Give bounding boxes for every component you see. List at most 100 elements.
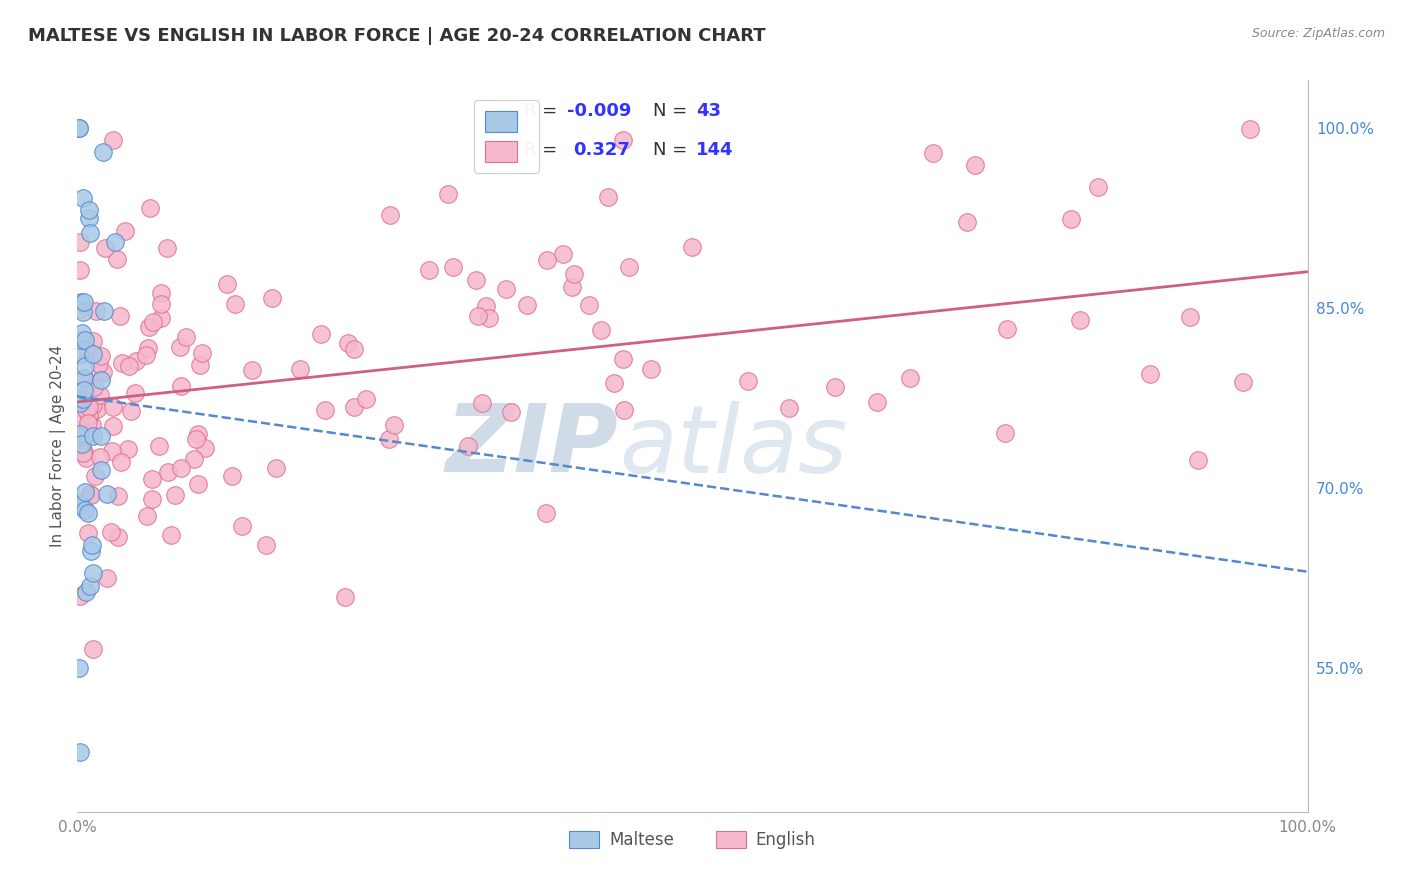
Point [69, 333, 91, 347]
Point [314, 403, 336, 417]
Point [681, 240, 703, 254]
Point [82, 334, 104, 348]
Point [82, 398, 104, 412]
Point [90, 429, 112, 443]
Point [79, 487, 101, 501]
Point [72, 392, 94, 406]
Point [107, 489, 129, 503]
Point [495, 282, 517, 296]
Point [1059, 211, 1081, 226]
Point [67, 391, 90, 405]
Point [75, 584, 97, 599]
Point [437, 186, 460, 201]
Point [69, 498, 91, 512]
Point [69, 411, 91, 425]
Point [117, 442, 139, 456]
Point [70, 294, 93, 309]
Point [994, 426, 1017, 441]
Point [1187, 453, 1209, 467]
Point [70, 437, 93, 451]
Point [79, 202, 101, 217]
Point [160, 528, 183, 542]
Point [80, 488, 103, 502]
Point [69, 497, 91, 511]
Point [101, 400, 124, 414]
Text: R =: R = [524, 141, 562, 159]
Point [333, 591, 356, 605]
Point [778, 401, 800, 416]
Point [79, 226, 101, 240]
Point [72, 295, 94, 310]
Point [69, 497, 91, 511]
Point [613, 403, 636, 417]
Text: -0.009: -0.009 [567, 103, 631, 120]
Point [138, 201, 160, 215]
Point [378, 433, 401, 447]
Point [114, 224, 136, 238]
Point [75, 427, 97, 442]
Point [441, 260, 464, 275]
Point [148, 439, 170, 453]
Point [67, 346, 90, 360]
Text: N =: N = [654, 103, 693, 120]
Point [343, 401, 366, 415]
Point [73, 502, 96, 516]
Point [240, 363, 263, 377]
Point [1069, 313, 1091, 327]
Point [617, 260, 640, 274]
Point [96, 487, 118, 501]
Point [75, 451, 97, 466]
Point [135, 508, 157, 523]
Point [72, 305, 94, 319]
Point [73, 371, 96, 385]
Point [89, 349, 111, 363]
Point [73, 383, 96, 397]
Point [90, 373, 112, 387]
Text: 43: 43 [696, 103, 721, 120]
Point [536, 253, 558, 268]
Point [82, 566, 104, 580]
Point [290, 362, 312, 376]
Point [596, 190, 619, 204]
Point [603, 376, 626, 390]
Point [82, 347, 104, 361]
Point [77, 409, 100, 423]
Point [186, 433, 208, 447]
Point [73, 359, 96, 374]
Point [169, 340, 191, 354]
Point [83, 380, 105, 394]
Point [187, 476, 209, 491]
Point [73, 371, 96, 385]
Point [86, 402, 108, 417]
Legend: Maltese, English: Maltese, English [562, 824, 823, 856]
Point [231, 519, 253, 533]
Point [900, 371, 922, 385]
Point [824, 379, 846, 393]
Point [141, 471, 163, 485]
Point [1180, 310, 1202, 325]
Point [337, 335, 360, 350]
Point [135, 348, 157, 362]
Text: Source: ZipAtlas.com: Source: ZipAtlas.com [1251, 27, 1385, 40]
Point [77, 211, 100, 225]
Point [737, 375, 759, 389]
Point [553, 247, 575, 261]
Point [183, 451, 205, 466]
Point [612, 133, 634, 147]
Point [77, 506, 100, 520]
Text: 0.327: 0.327 [574, 141, 630, 159]
Point [562, 267, 585, 281]
Text: MALTESE VS ENGLISH IN LABOR FORCE | AGE 20-24 CORRELATION CHART: MALTESE VS ENGLISH IN LABOR FORCE | AGE … [28, 27, 766, 45]
Point [150, 286, 173, 301]
Point [138, 319, 160, 334]
Point [150, 310, 173, 325]
Point [69, 263, 91, 277]
Point [69, 301, 91, 316]
Point [72, 191, 94, 205]
Point [90, 463, 112, 477]
Point [100, 524, 122, 539]
Point [110, 309, 132, 323]
Point [69, 347, 91, 361]
Point [84, 304, 107, 318]
Point [120, 404, 142, 418]
